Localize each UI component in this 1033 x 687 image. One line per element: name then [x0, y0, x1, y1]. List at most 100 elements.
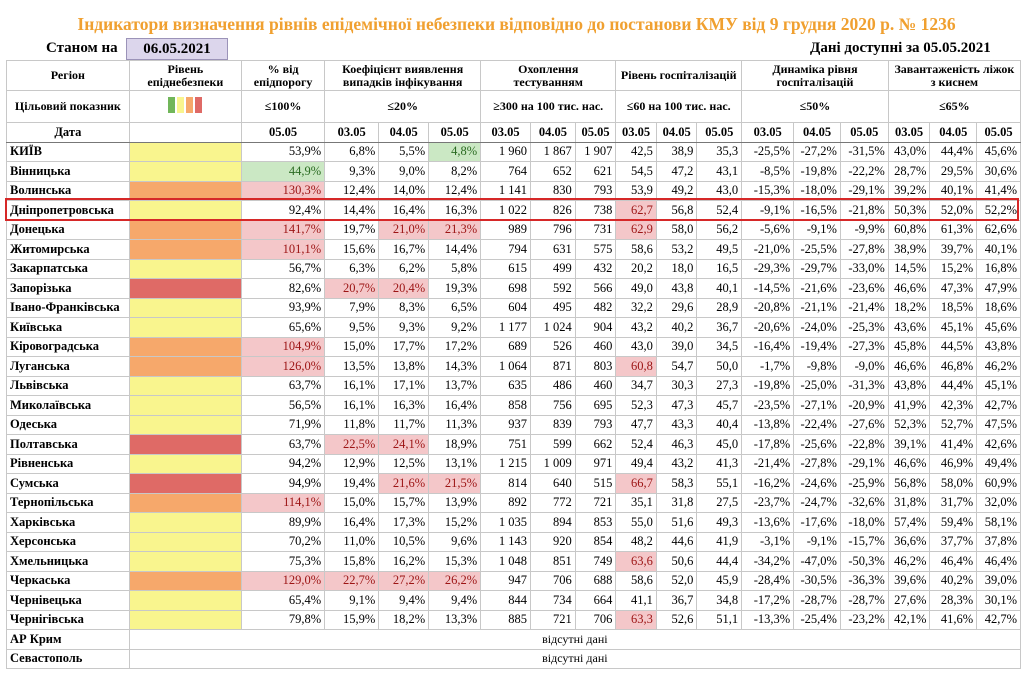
hospitalization-cell: 51,1 — [696, 609, 743, 630]
hosp-dynamics-cell: -20,6% — [741, 317, 795, 338]
hosp-dynamics-cell: -29,7% — [793, 258, 841, 279]
region-name: АР Крим — [6, 629, 130, 650]
hosp-dynamics-cell: -34,2% — [741, 551, 795, 572]
legend-swatch — [168, 96, 176, 113]
region-name: Тернопільська — [6, 492, 130, 513]
hospitalization-cell: 42,5 — [615, 141, 657, 162]
oxygen-cell: 52,0% — [929, 200, 978, 221]
level-red-cell — [128, 473, 243, 494]
oxygen-cell: 39,7% — [929, 239, 978, 260]
infection-cell: 6,2% — [378, 258, 430, 279]
oxygen-cell: 56,8% — [887, 473, 931, 494]
hosp-dynamics-cell: -28,4% — [741, 570, 795, 591]
table-row: АР Крим відсутні дані — [6, 629, 1022, 650]
table-row: Рівненська 94,2% 12,9% 12,5% 13,1% 1 215 1 009… — [6, 453, 1021, 474]
testing-cell: 854 — [574, 531, 617, 552]
date-header: 05.05 — [428, 122, 482, 143]
date-header: 05.05 — [839, 122, 889, 143]
oxygen-cell: 43,8% — [887, 375, 931, 396]
hosp-dynamics-cell: -21,0% — [741, 239, 795, 260]
table-row: Донецька 141,7% 19,7% 21,0% 21,3% 989 796 731 62… — [6, 219, 1021, 240]
level-yellow-cell — [128, 141, 243, 162]
hospitalization-cell: 44,4 — [696, 551, 743, 572]
hospitalization-cell: 47,2 — [655, 161, 698, 182]
hospitalization-cell: 36,7 — [655, 590, 698, 611]
hospitalization-cell: 49,5 — [696, 239, 743, 260]
hosp-dynamics-cell: -9,1% — [793, 531, 841, 552]
infection-cell: 12,4% — [324, 180, 380, 201]
oxygen-cell: 52,3% — [887, 414, 931, 435]
hosp-dynamics-cell: -21,1% — [793, 297, 841, 318]
hosp-dynamics-cell: -25,6% — [793, 434, 841, 455]
infection-cell: 17,1% — [378, 375, 430, 396]
infection-cell: 13,7% — [428, 375, 482, 396]
testing-cell: 721 — [574, 492, 617, 513]
infection-cell: 21,0% — [378, 219, 430, 240]
pct-threshold-cell: 93,9% — [240, 297, 326, 318]
infection-cell: 16,2% — [378, 551, 430, 572]
testing-cell: 989 — [480, 219, 532, 240]
oxygen-cell: 42,3% — [929, 395, 978, 416]
oxygen-cell: 30,6% — [976, 161, 1021, 182]
testing-cell: 749 — [574, 551, 617, 572]
oxygen-cell: 41,9% — [887, 395, 931, 416]
hosp-dynamics-cell: -28,7% — [839, 590, 889, 611]
testing-cell: 851 — [530, 551, 576, 572]
region-name: Севастополь — [6, 648, 130, 669]
hosp-dynamics-cell: -14,5% — [741, 278, 795, 299]
no-data-cell: відсутні дані — [128, 629, 1022, 650]
infection-cell: 9,5% — [324, 317, 380, 338]
table-row: Полтавська 63,7% 22,5% 24,1% 18,9% 751 599 662 5… — [6, 434, 1021, 455]
target-pct: ≤100% — [240, 90, 326, 123]
infection-cell: 16,3% — [428, 200, 482, 221]
date-header: 04.05 — [929, 122, 978, 143]
hosp-dynamics-cell: -20,8% — [741, 297, 795, 318]
table-row: Севастополь відсутні дані — [6, 648, 1022, 669]
level-orange-cell — [128, 336, 243, 357]
testing-cell: 662 — [574, 434, 617, 455]
testing-cell: 1 960 — [480, 141, 532, 162]
hospitalization-cell: 52,6 — [655, 609, 698, 630]
hospitalization-cell: 58,6 — [615, 570, 657, 591]
level-yellow-cell — [128, 375, 243, 396]
level-orange-cell — [128, 219, 243, 240]
testing-cell: 794 — [480, 239, 532, 260]
hosp-dynamics-cell: -50,3% — [839, 551, 889, 572]
oxygen-cell: 39,0% — [976, 570, 1021, 591]
table-row: Львівська 63,7% 16,1% 17,1% 13,7% 635 486 460 34… — [6, 375, 1021, 396]
infection-cell: 20,7% — [324, 278, 380, 299]
hospitalization-cell: 58,3 — [655, 473, 698, 494]
testing-cell: 892 — [480, 492, 532, 513]
hospitalization-cell: 54,5 — [615, 161, 657, 182]
infection-cell: 26,2% — [428, 570, 482, 591]
oxygen-cell: 28,7% — [887, 161, 931, 182]
oxygen-cell: 41,6% — [929, 609, 978, 630]
testing-cell: 858 — [480, 395, 532, 416]
hospitalization-cell: 39,0 — [655, 336, 698, 357]
hosp-dynamics-cell: -3,1% — [741, 531, 795, 552]
hosp-dynamics-cell: -27,6% — [839, 414, 889, 435]
testing-cell: 1 048 — [480, 551, 532, 572]
hospitalization-cell: 35,3 — [696, 141, 743, 162]
hospitalization-cell: 50,0 — [696, 356, 743, 377]
testing-cell: 971 — [574, 453, 617, 474]
table-row: Чернівецька 65,4% 9,1% 9,4% 9,4% 844 734 664 41,… — [6, 590, 1021, 611]
infection-cell: 15,7% — [378, 492, 430, 513]
infection-cell: 21,3% — [428, 219, 482, 240]
hosp-dynamics-cell: -19,8% — [793, 161, 841, 182]
testing-cell: 575 — [574, 239, 617, 260]
oxygen-cell: 41,4% — [929, 434, 978, 455]
testing-cell: 738 — [574, 200, 617, 221]
infection-cell: 17,3% — [378, 512, 430, 533]
hospitalization-cell: 43,2 — [615, 317, 657, 338]
testing-cell: 1 867 — [530, 141, 576, 162]
pct-threshold-cell: 56,7% — [240, 258, 326, 279]
as-of-date-field[interactable]: 06.05.2021 — [126, 38, 228, 60]
hosp-dynamics-cell: -27,1% — [793, 395, 841, 416]
level-yellow-cell — [128, 161, 243, 182]
infection-cell: 13,8% — [378, 356, 430, 377]
infection-cell: 16,3% — [378, 395, 430, 416]
oxygen-cell: 31,7% — [929, 492, 978, 513]
testing-cell: 1 022 — [480, 200, 532, 221]
header-region: Регіон — [6, 60, 130, 91]
